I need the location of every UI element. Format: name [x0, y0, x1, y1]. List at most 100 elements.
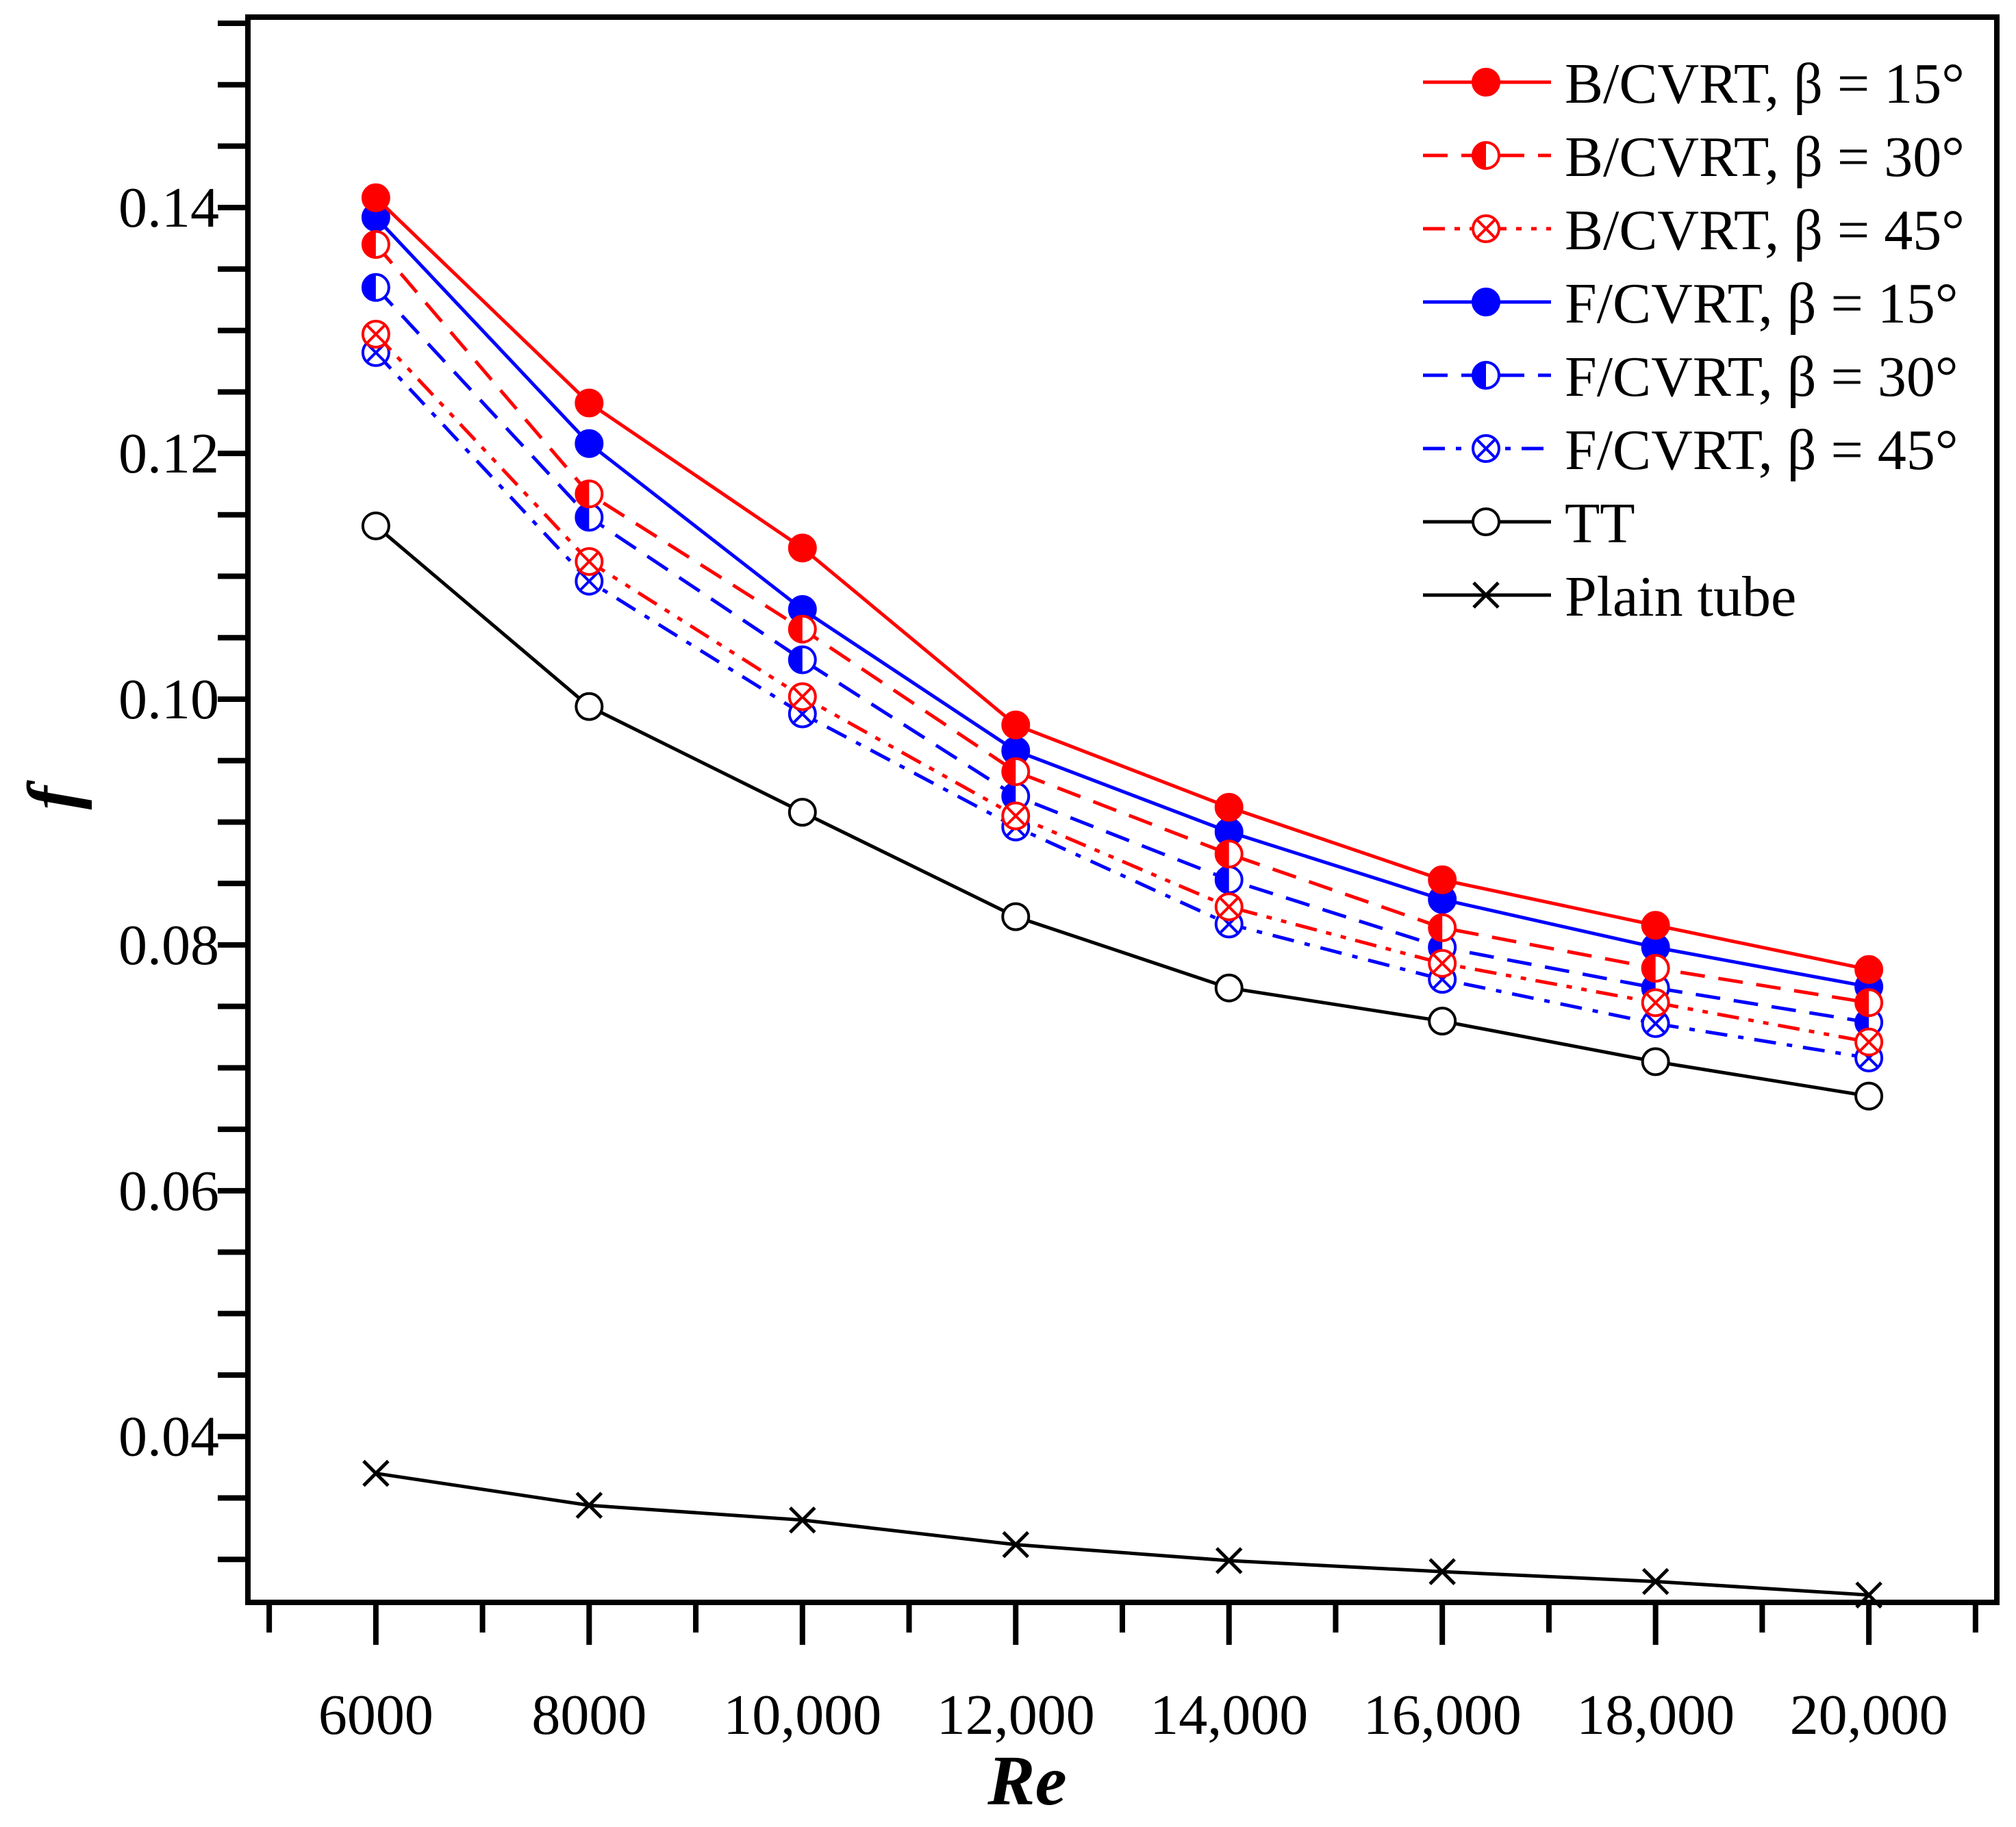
data-point-marker — [1001, 801, 1031, 831]
data-point-marker — [1641, 911, 1670, 940]
data-point-marker — [1854, 955, 1884, 984]
data-point-marker — [789, 1506, 816, 1534]
data-point-marker — [1428, 865, 1457, 894]
marker-cross — [1219, 896, 1239, 917]
data-point-marker — [1428, 913, 1457, 942]
data-point-marker — [1641, 1567, 1670, 1596]
data-point-marker — [1214, 865, 1244, 894]
legend-entry: B/CVRT, β = 45° — [1423, 199, 1965, 262]
marker-circle — [1472, 507, 1500, 536]
data-point-marker — [1641, 954, 1670, 983]
data-point-marker — [362, 1459, 390, 1487]
marker-circle — [1214, 973, 1244, 1003]
legend-label: F/CVRT, β = 15° — [1565, 272, 1958, 336]
legend-label: F/CVRT, β = 45° — [1565, 418, 1958, 482]
marker-half-fill — [1429, 914, 1443, 941]
data-point-marker — [1002, 1530, 1030, 1559]
data-point-marker — [1214, 973, 1244, 1003]
series-tt — [361, 511, 1884, 1111]
y-tick-label: 0.04 — [118, 1405, 219, 1469]
marker-cross — [1476, 438, 1496, 459]
marker-half-fill — [1856, 990, 1869, 1016]
marker-cross — [1859, 1031, 1879, 1053]
marker-stroke — [575, 1491, 603, 1519]
marker-cross — [1645, 992, 1666, 1013]
series-f-cvrt-15 — [361, 203, 1884, 1001]
marker-circle — [1854, 1081, 1884, 1111]
data-point-marker — [1472, 68, 1500, 97]
data-point-marker — [1001, 710, 1031, 740]
data-point-marker — [1855, 1581, 1882, 1609]
marker-half-fill — [1215, 866, 1229, 893]
marker-circle — [1472, 68, 1500, 97]
data-point-marker — [788, 798, 817, 827]
y-tick-label: 0.06 — [118, 1159, 219, 1223]
y-tick-label: 0.10 — [118, 668, 219, 731]
data-point-marker — [361, 183, 390, 212]
marker-circle — [1641, 911, 1670, 940]
marker-stroke — [1215, 1547, 1243, 1574]
data-point-marker — [1472, 141, 1500, 170]
data-point-marker — [1854, 988, 1884, 1018]
marker-half-fill — [1473, 142, 1486, 168]
data-point-marker — [1214, 840, 1244, 869]
data-point-marker — [1472, 507, 1500, 536]
legend-entry: F/CVRT, β = 45° — [1423, 418, 1958, 482]
y-tick-label: 0.12 — [118, 422, 219, 486]
series-layer — [361, 183, 1884, 1609]
marker-circle — [361, 511, 390, 540]
data-point-marker — [788, 682, 817, 711]
legend-label: TT — [1565, 492, 1635, 555]
marker-stroke — [1641, 1567, 1670, 1596]
marker-half-fill — [1642, 955, 1656, 981]
marker-half-fill — [789, 646, 803, 673]
data-point-marker — [361, 273, 390, 302]
data-point-marker — [361, 511, 390, 540]
y-axis-ticks: 0.04 0.06 0.08 0.10 0.12 0.14 — [118, 20, 248, 1563]
data-point-marker — [1428, 1007, 1457, 1036]
marker-circle — [1641, 1047, 1670, 1076]
data-point-marker — [1001, 902, 1031, 931]
data-point-marker — [575, 566, 604, 596]
marker-cross — [579, 570, 600, 592]
data-point-marker — [361, 229, 390, 259]
marker-circle — [575, 429, 604, 458]
x-tick-label: 10,000 — [723, 1683, 881, 1747]
marker-circle — [575, 692, 604, 721]
x-tick-label: 16,000 — [1363, 1683, 1522, 1747]
x-axis-ticks: 6000 8000 10,000 12,000 14,000 16,000 18,000 20… — [266, 1602, 1978, 1747]
series-line — [375, 333, 1869, 1044]
y-tick-label: 0.14 — [118, 176, 219, 240]
marker-circle — [1428, 865, 1457, 894]
legend-entry: B/CVRT, β = 15° — [1423, 52, 1965, 116]
data-point-marker — [361, 320, 390, 349]
marker-circle — [1854, 955, 1884, 984]
data-point-marker — [1428, 948, 1457, 978]
legend-entry: B/CVRT, β = 30° — [1423, 125, 1965, 189]
legend-entry: F/CVRT, β = 15° — [1423, 272, 1958, 336]
series-b-cvrt-15 — [361, 183, 1884, 984]
legend: B/CVRT, β = 15° B/CVRT, β = 30° B/CVRT, β … — [1423, 52, 1965, 629]
marker-cross — [1645, 1013, 1666, 1034]
data-point-marker — [1641, 1009, 1670, 1038]
data-point-marker — [575, 429, 604, 458]
marker-cross — [579, 551, 600, 572]
legend-label: B/CVRT, β = 30° — [1565, 125, 1965, 189]
marker-half-fill — [1003, 758, 1016, 785]
marker-circle — [788, 533, 817, 563]
x-tick-label: 8000 — [531, 1683, 646, 1747]
data-point-marker — [1472, 214, 1500, 243]
series-line — [375, 286, 1869, 1024]
data-point-marker — [1001, 757, 1031, 786]
marker-half-fill — [362, 231, 376, 257]
marker-half-fill — [576, 504, 590, 531]
marker-circle — [788, 798, 817, 827]
x-axis-label: Re — [987, 1741, 1067, 1820]
legend-label: B/CVRT, β = 15° — [1565, 52, 1965, 116]
legend-entry: F/CVRT, β = 30° — [1423, 345, 1958, 409]
x-tick-label: 12,000 — [937, 1683, 1095, 1747]
marker-stroke — [789, 1506, 816, 1534]
data-point-marker — [1472, 288, 1500, 316]
marker-circle — [1428, 1007, 1457, 1036]
legend-label: F/CVRT, β = 30° — [1565, 345, 1958, 409]
